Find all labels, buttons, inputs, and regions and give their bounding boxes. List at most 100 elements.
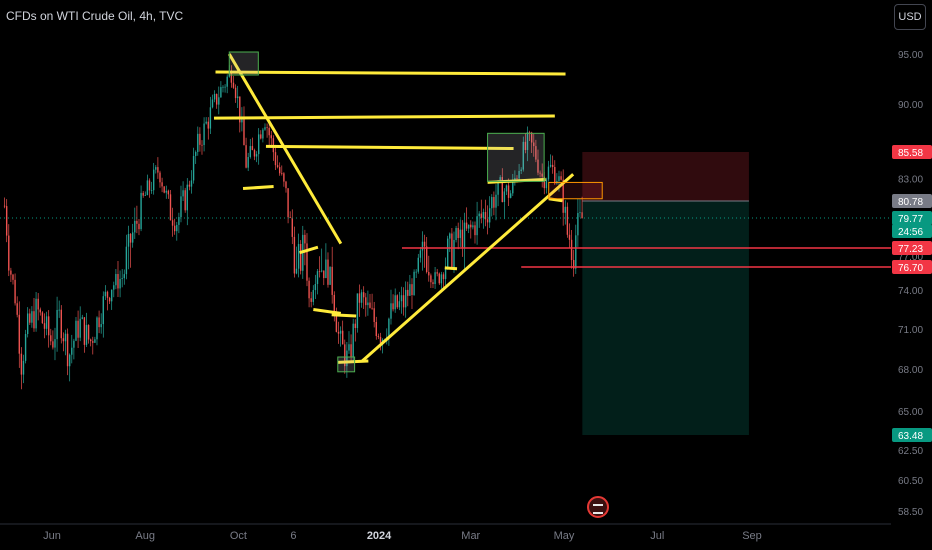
candle-body <box>106 291 109 298</box>
candle-body <box>430 275 432 283</box>
candle-body <box>293 236 296 274</box>
candle-body <box>444 268 447 280</box>
price-badge-label: 80.78 <box>898 197 923 208</box>
candle-body <box>352 323 354 357</box>
currency-button[interactable]: USD <box>894 4 926 30</box>
candle-body <box>367 302 369 306</box>
candle-body <box>165 190 167 193</box>
trend-line <box>444 266 458 271</box>
candle-body <box>581 212 583 219</box>
candle-body <box>545 179 548 189</box>
candle-body <box>537 159 539 173</box>
price-badge <box>892 260 932 274</box>
price-axis[interactable] <box>891 0 932 550</box>
candle-body <box>268 127 270 136</box>
trend-line <box>361 173 575 363</box>
candle-body <box>182 190 184 197</box>
candle-body <box>5 206 8 236</box>
candle-body <box>220 87 222 98</box>
time-tick-label: Jun <box>43 530 61 542</box>
candle-body <box>495 194 497 208</box>
candle-body <box>266 127 268 129</box>
candle-body <box>486 219 489 223</box>
candle-body <box>213 93 216 100</box>
candle-body <box>152 169 155 191</box>
candle-body <box>461 229 464 248</box>
candle-body <box>92 341 94 343</box>
symbol-title[interactable]: CFDs on WTI Crude Oil, 4h, TVC <box>6 9 184 23</box>
candle-body <box>442 274 445 280</box>
candle-body <box>520 169 522 171</box>
candle-body <box>287 188 289 218</box>
candle-body <box>56 309 58 340</box>
candle-body <box>276 165 279 168</box>
tradingview-logo-icon[interactable] <box>587 496 609 518</box>
candle-body <box>551 164 554 168</box>
trend-line <box>265 144 514 151</box>
candle-body <box>459 229 461 238</box>
candle-body <box>125 246 128 275</box>
candle-body <box>85 324 88 345</box>
candle-body <box>333 294 335 315</box>
candle-body <box>354 323 356 329</box>
candle-body <box>249 146 251 158</box>
candle-body <box>192 155 195 181</box>
candle-body <box>253 150 256 157</box>
candle-body <box>108 297 111 302</box>
candle-body <box>184 190 186 211</box>
candle-body <box>543 176 545 189</box>
candle-body <box>499 177 501 181</box>
candle-body <box>432 282 434 285</box>
candle-body <box>142 192 144 196</box>
candle-body <box>43 323 46 329</box>
candle-body <box>407 289 409 296</box>
price-badge-label: 24:56 <box>898 227 923 238</box>
candle-body <box>579 212 581 214</box>
stop-loss-zone <box>582 152 749 201</box>
price-badge <box>892 428 932 442</box>
candle-body <box>501 177 503 202</box>
candle-body <box>472 225 474 228</box>
candle-body <box>396 295 398 308</box>
candle-body <box>484 212 487 220</box>
candle-body <box>140 192 142 230</box>
price-badge <box>892 194 932 208</box>
candle-body <box>350 344 352 357</box>
candle-body <box>346 350 348 367</box>
candle-body <box>251 146 254 151</box>
candle-body <box>236 96 239 99</box>
candle-body <box>41 312 44 324</box>
trend-line <box>299 245 319 255</box>
candle-body <box>470 224 472 228</box>
candle-body <box>247 157 249 168</box>
candle-body <box>295 268 298 274</box>
candle-body <box>476 216 478 236</box>
candle-body <box>554 167 556 184</box>
candle-body <box>71 347 73 355</box>
candle-body <box>79 318 81 338</box>
candle-body <box>497 180 499 195</box>
time-axis[interactable]: Jun Aug Oct 6 2024 Mar May Jul Sep <box>43 530 762 542</box>
candle-body <box>169 194 172 221</box>
candle-body <box>509 193 512 198</box>
drawing-layer[interactable] <box>0 51 891 435</box>
time-tick-label: May <box>554 530 575 542</box>
candle-body <box>379 336 382 344</box>
swing-high-box <box>487 132 545 182</box>
candle-body <box>344 344 346 367</box>
candle-body <box>89 339 92 342</box>
candle-body <box>362 292 365 298</box>
price-tick-label: 60.50 <box>898 476 923 487</box>
candle-body <box>451 233 453 269</box>
candle-body <box>524 141 527 151</box>
candle-body <box>526 132 529 151</box>
candle-body <box>316 271 319 285</box>
candle-body <box>209 107 212 129</box>
trend-line <box>337 359 369 364</box>
price-badge-label: 79.77 <box>898 214 923 225</box>
candle-body <box>310 298 312 302</box>
candle-body <box>547 166 550 180</box>
candle-body <box>493 197 495 208</box>
candle-body <box>180 196 182 218</box>
